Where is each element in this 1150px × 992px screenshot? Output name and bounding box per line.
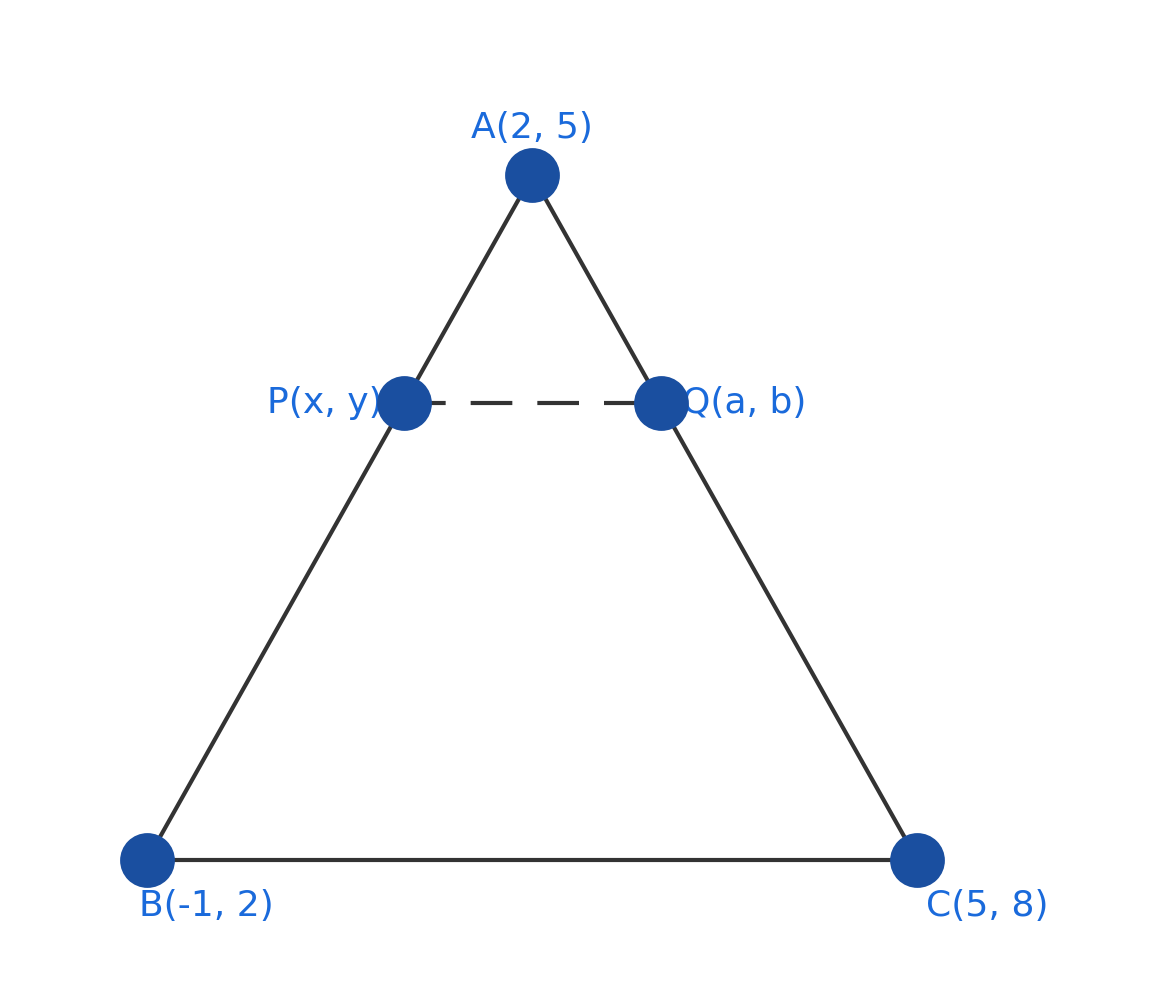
Point <box>908 851 927 867</box>
Text: Q(a, b): Q(a, b) <box>682 386 806 421</box>
Text: P(x, y): P(x, y) <box>267 386 383 421</box>
Point <box>138 851 156 867</box>
Text: C(5, 8): C(5, 8) <box>926 890 1048 924</box>
Point <box>523 168 542 184</box>
Point <box>651 396 669 412</box>
Text: A(2, 5): A(2, 5) <box>472 111 593 145</box>
Point <box>394 396 413 412</box>
Text: B(-1, 2): B(-1, 2) <box>139 890 274 924</box>
